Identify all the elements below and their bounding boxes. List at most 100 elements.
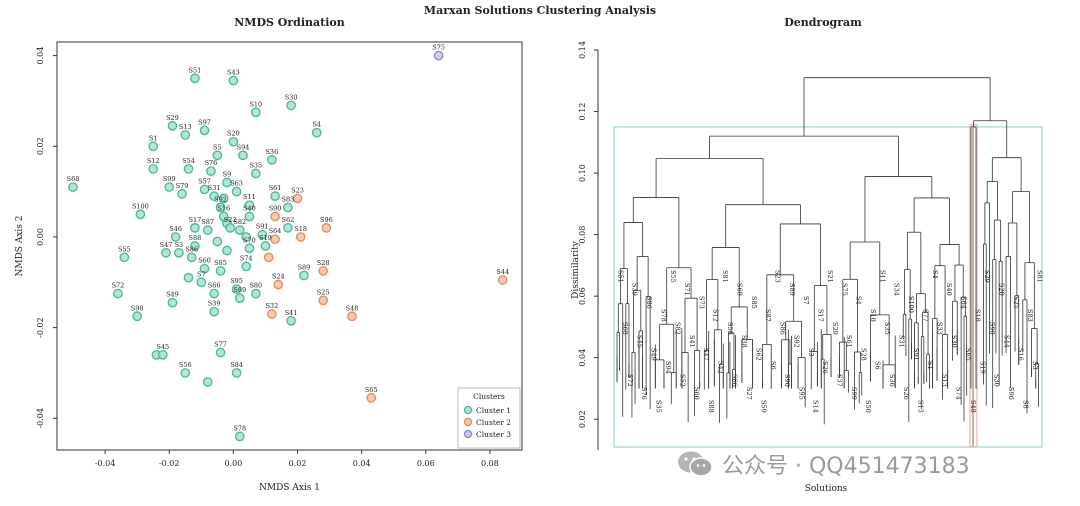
dendro-leaf-label: S90 bbox=[988, 322, 996, 335]
scatter-point bbox=[183, 164, 194, 174]
point-label: S48 bbox=[346, 304, 359, 312]
point-label: S87 bbox=[201, 218, 214, 226]
point-label: S44 bbox=[496, 268, 509, 276]
scatter-point bbox=[497, 275, 508, 285]
point-label: S96 bbox=[320, 216, 333, 224]
point-label: S20 bbox=[227, 130, 240, 138]
dendro-leaf-label: S16 bbox=[1017, 348, 1025, 361]
point-label: S3 bbox=[175, 241, 184, 249]
dendro-y-tick-label: 0.06 bbox=[578, 287, 587, 305]
scatter-point bbox=[295, 232, 306, 242]
scatter-point bbox=[299, 270, 309, 281]
x-tick-label: 0.06 bbox=[417, 459, 435, 468]
dendro-leaf-label: S29 bbox=[983, 270, 991, 283]
point-label: S69 bbox=[233, 286, 246, 294]
dendro-leaf-label: S65 bbox=[964, 348, 972, 361]
dendro-leaf-label: S44 bbox=[1002, 335, 1010, 348]
scatter-point bbox=[209, 306, 219, 317]
dendro-leaf-label: S13 bbox=[917, 400, 925, 413]
scatter-points bbox=[68, 50, 508, 442]
point-label: S32 bbox=[265, 302, 278, 310]
dendro-leaf-label: S51 bbox=[616, 270, 624, 283]
point-label: S63 bbox=[230, 180, 243, 188]
dendro-leaf-label: S20 bbox=[998, 283, 1006, 296]
point-label: S39 bbox=[208, 300, 221, 308]
dendro-leaf-label: S23 bbox=[774, 270, 782, 283]
dendro-leaf-label: S52 bbox=[678, 374, 686, 387]
scatter-point bbox=[148, 141, 159, 152]
dendro-leaf-label: S66 bbox=[731, 374, 739, 387]
point-label: S89 bbox=[298, 263, 311, 271]
dendro-leaf-label: S64 bbox=[959, 296, 967, 309]
point-label: S4 bbox=[312, 121, 321, 129]
watermark-text: 公众号 · QQ451473183 bbox=[722, 454, 970, 479]
scatter-point bbox=[270, 191, 280, 201]
scatter-point bbox=[321, 223, 332, 233]
scatter-point bbox=[148, 164, 159, 174]
dendro-leaf-label: S26 bbox=[821, 361, 829, 374]
point-label: S12 bbox=[147, 157, 160, 165]
dendro-leaf-label: S6 bbox=[769, 361, 777, 370]
scatter-point bbox=[311, 127, 322, 138]
dendro-leaf-label: S34 bbox=[893, 283, 901, 296]
point-label: S49 bbox=[166, 291, 179, 299]
dendro-leaf-label: S62 bbox=[755, 348, 763, 361]
dendro-leaf-label: S45 bbox=[635, 335, 643, 348]
scatter-point bbox=[167, 297, 178, 308]
scatter-point bbox=[318, 266, 329, 276]
scatter-point bbox=[215, 266, 226, 276]
point-label: S57 bbox=[198, 177, 211, 185]
scatter-point bbox=[209, 288, 219, 299]
legend-marker bbox=[463, 405, 473, 415]
dendro-leaf-label: S86 bbox=[645, 296, 653, 309]
scatter-point bbox=[190, 241, 200, 251]
point-label: S90 bbox=[269, 205, 282, 213]
y-tick-label: -0.04 bbox=[36, 408, 45, 429]
scatter-point bbox=[263, 252, 274, 263]
point-label: S30 bbox=[285, 93, 298, 101]
dendro-leaf-label: S6 bbox=[874, 361, 882, 370]
point-label: S65 bbox=[365, 386, 378, 394]
dendro-leaf-label: S55 bbox=[669, 270, 677, 283]
point-label: S56 bbox=[179, 361, 192, 369]
dendro-leaf-label: S14 bbox=[812, 400, 820, 413]
dendro-leaf-label: S19 bbox=[978, 361, 986, 374]
point-label: S13 bbox=[179, 123, 192, 131]
scatter-point bbox=[225, 223, 236, 233]
dendro-leaf-label: S78 bbox=[659, 309, 667, 322]
scatter-point bbox=[206, 166, 216, 177]
scatter-point bbox=[167, 121, 178, 131]
scatter-point bbox=[231, 368, 242, 378]
x-tick-label: 0.08 bbox=[481, 459, 499, 468]
dendro-leaf-label: S74 bbox=[955, 387, 963, 400]
point-label: S29 bbox=[166, 114, 179, 122]
scatter-point bbox=[222, 245, 232, 256]
scatter-point bbox=[183, 272, 194, 283]
dendro-leaf-label: S35 bbox=[654, 400, 662, 413]
x-tick-label: 0.00 bbox=[224, 459, 242, 468]
point-label: S46 bbox=[169, 225, 182, 233]
point-label: S40 bbox=[243, 205, 256, 213]
y-tick-label: 0.04 bbox=[36, 47, 45, 65]
point-label: S19 bbox=[259, 234, 272, 242]
figure-title: Marxan Solutions Clustering Analysis bbox=[423, 4, 657, 17]
scatter-point bbox=[250, 288, 261, 299]
dendro-leaf-label: S69 bbox=[735, 283, 743, 296]
dendro-leaf-label: S88 bbox=[707, 400, 715, 413]
x-tick-label: 0.04 bbox=[353, 459, 371, 468]
dendro-leaf-label: S92 bbox=[793, 335, 801, 348]
scatter-point bbox=[132, 311, 143, 322]
x-axis-label: NMDS Axis 1 bbox=[259, 483, 320, 493]
scatter-point bbox=[228, 136, 239, 147]
dendro-leaf-label: S71 bbox=[683, 283, 691, 296]
dendro-leaf-label: S3 bbox=[1031, 361, 1039, 370]
scatter-point bbox=[157, 349, 168, 360]
scatter-point bbox=[228, 75, 239, 86]
point-label: S31 bbox=[208, 184, 221, 192]
wechat-logo-icon bbox=[678, 451, 713, 477]
scatter-point bbox=[283, 202, 293, 213]
dendro-leaf-label: S82 bbox=[674, 322, 682, 335]
point-label: S51 bbox=[189, 66, 202, 74]
dendro-leaf-label: S48 bbox=[969, 400, 977, 413]
dendro-leaf-label: S33 bbox=[936, 322, 944, 335]
